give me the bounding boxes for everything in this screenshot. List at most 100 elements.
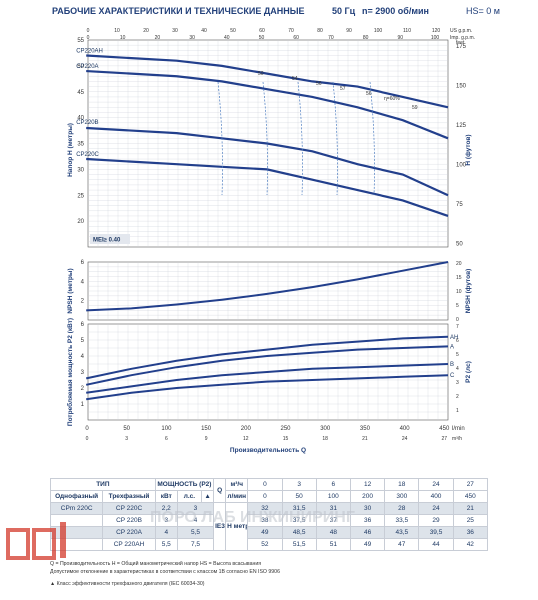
hp-value: 7,5: [176, 538, 215, 551]
x-unit-m3h: m³/h: [452, 436, 462, 442]
h-value: 48: [315, 526, 351, 539]
suction-label: HS= 0 м: [466, 6, 500, 16]
y-tick-label: 2: [81, 386, 85, 392]
top-axis-label-us: US g.p.m.: [450, 28, 472, 34]
power-curve-line: [86, 374, 449, 401]
top-tick-us: 80: [317, 28, 323, 34]
x-tick-lmin: 0: [85, 426, 89, 432]
x-tick-m3h: 27: [442, 436, 448, 442]
q-m3h-cell: 18: [384, 478, 420, 491]
y2-axis-label: P2 (лс): [465, 361, 472, 383]
top-tick-us: 20: [143, 28, 149, 34]
table-row: CP 220AH 5,5 7,5 52 51,5 51 49 47 44 42: [49, 538, 489, 551]
head-curve-line: [86, 69, 449, 140]
q-m3h-cell: 27: [452, 478, 489, 491]
curve-label: CP220AH: [76, 49, 103, 55]
y-tick-label: 1: [81, 402, 85, 408]
kw-value: 2,2: [154, 502, 178, 515]
h-value: 48,5: [281, 526, 317, 539]
y2-tick-label: 6: [456, 338, 459, 344]
curve-label: CP220C: [76, 152, 99, 158]
x-tick-m3h: 24: [402, 436, 408, 442]
y2-tick-label: 3: [456, 380, 459, 386]
table-row: CP 220A 4 5,5 49 48,5 48 46 43,5 39,5 36: [49, 526, 489, 539]
top-tick-imp: 20: [155, 35, 161, 41]
h-value: 37,5: [281, 514, 317, 527]
efficiency-line: [217, 81, 223, 196]
q-m3h-cell: 24: [418, 478, 454, 491]
three-phase-model: CP 220A: [102, 526, 156, 539]
y-tick-label: 5: [81, 338, 85, 344]
h-value: 31: [315, 502, 351, 515]
y2-tick-label: 50: [456, 242, 463, 248]
y-axis-label: NPSH (метры): [67, 268, 74, 313]
top-tick-us: 10: [114, 28, 120, 34]
top-tick-imp: 50: [259, 35, 265, 41]
x-tick-m3h: 0: [86, 436, 89, 442]
h-value: 38: [247, 514, 283, 527]
top-tick-us: 70: [288, 28, 294, 34]
power-curve-line: [85, 345, 449, 386]
h-value: 42: [452, 538, 489, 551]
top-tick-imp: 60: [293, 35, 299, 41]
x-tick-m3h: 12: [243, 436, 249, 442]
x-tick-m3h: 18: [322, 436, 328, 442]
single-phase-model: [49, 514, 104, 527]
y-tick-label: 4: [81, 354, 85, 360]
y-tick-label: 4: [81, 279, 85, 285]
header: РАБОЧИЕ ХАРАКТЕРИСТИКИ И ТЕХНИЧЕСКИЕ ДАН…: [0, 0, 538, 20]
y2-tick-label: 0: [456, 317, 459, 323]
curve-label: CP220A: [76, 64, 98, 70]
y-tick-label: 50: [77, 64, 84, 70]
efficiency-line: [262, 81, 268, 196]
hp-value: 5,5: [176, 526, 215, 539]
y2-tick-label: 175: [456, 44, 467, 50]
efficiency-line: [369, 81, 375, 196]
top-tick-us: 30: [172, 28, 178, 34]
h-value: 46: [349, 526, 386, 539]
h-value: 37: [315, 514, 351, 527]
h-value: 21: [452, 502, 489, 515]
q-m3h-cell: 3: [281, 478, 317, 491]
curve-label: B: [450, 362, 454, 368]
h-label: H метры: [225, 502, 249, 551]
curve-label: C: [450, 373, 455, 379]
x-tick-m3h: 3: [125, 436, 128, 442]
pump-performance-chart: 20253035404550551751501251007550feetНапо…: [66, 28, 475, 454]
y-tick-label: 6: [81, 260, 85, 266]
table-row: CP 220B 3 4 38 37,5 37 36 33,5 29 25: [49, 514, 489, 527]
efficiency-label: 59: [412, 105, 418, 111]
efficiency-line: [332, 81, 338, 196]
h-value: 29: [418, 514, 454, 527]
footnote: ▲ Класс эффективности трехфазного двигат…: [50, 581, 205, 587]
technical-data-table: ТИП МОЩНОСТЬ (P2) Q м³/ч 0 3 6 12 18 24 …: [49, 478, 489, 551]
x-tick-lmin: 250: [280, 426, 291, 432]
top-tick-us: 60: [259, 28, 265, 34]
head-curve-line: [86, 157, 449, 217]
kw-value: 4: [154, 526, 178, 539]
hp-value: 3: [176, 502, 215, 515]
efficiency-label: 56: [316, 81, 322, 87]
ie-marker: ▲: [200, 490, 215, 503]
footnote: Допустимое отклонение в характеристиках …: [50, 569, 280, 575]
h-value: 30: [349, 502, 386, 515]
h-value: 33,5: [384, 514, 420, 527]
h-value: 51: [315, 538, 351, 551]
y-tick-label: 40: [77, 116, 84, 122]
h-value: 49: [247, 526, 283, 539]
y-axis-label: Потребляемая мощность P2 (кВт): [66, 318, 74, 426]
y2-unit-label: feet: [456, 40, 465, 46]
speed-label: n= 2900 об/мин: [362, 6, 429, 16]
top-tick-us: 90: [346, 28, 352, 34]
q-lmin-cell: 0: [247, 490, 283, 503]
h-value: 44: [418, 538, 454, 551]
footnote: Q = Производительность H = Общий маномет…: [50, 561, 262, 567]
h-value: 24: [418, 502, 454, 515]
kw-value: 3: [154, 514, 178, 527]
q-lmin-cell: 50: [281, 490, 317, 503]
footnotes: Q = Производительность H = Общий маномет…: [50, 560, 510, 588]
y-tick-label: 2: [81, 299, 85, 305]
h-value: 39,5: [418, 526, 454, 539]
q-m3h-cell: 6: [315, 478, 351, 491]
y2-tick-label: 5: [456, 352, 459, 358]
